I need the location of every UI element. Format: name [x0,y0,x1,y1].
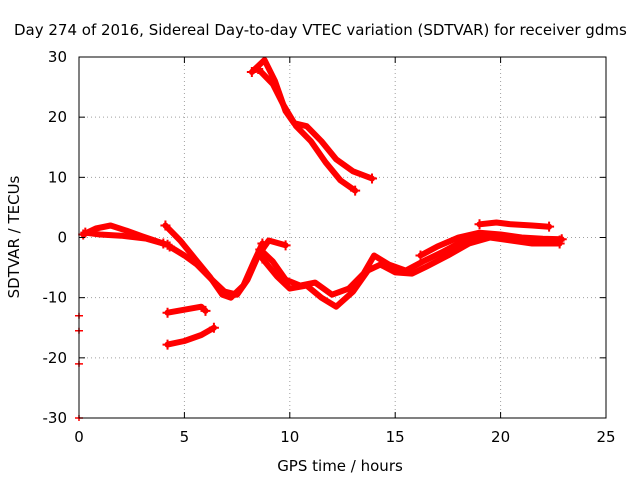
x-tick-label: 0 [74,428,84,446]
y-tick-label: 30 [48,48,67,66]
x-tick-label: 5 [180,428,190,446]
axis-ticks: 0 5 10 15 20 25 -30 -20 -10 0 10 20 30 [43,48,616,446]
chart-title: Day 274 of 2016, Sidereal Day-to-day VTE… [14,21,627,39]
data-series-track-4 [166,237,289,298]
x-axis-label: GPS time / hours [277,457,403,475]
data-series-track-7 [248,57,375,182]
data-point-track-5-end [200,305,211,316]
y-tick-label: -30 [43,409,68,427]
data-point-track-4-start [164,241,175,252]
data-point-track-12-end [556,234,567,245]
data-series-track-6 [164,324,217,348]
data-point-track-5-start [162,307,173,318]
data-point-track-11-end [544,221,555,232]
x-tick-label: 15 [386,428,405,446]
data-point-track-11-start [474,219,485,230]
data-series-track-12 [417,229,565,259]
data-point-track-3-start [160,220,171,231]
data-series-track-5 [164,303,209,316]
y-tick-label: -20 [43,349,68,367]
data-series-layer [78,57,567,350]
data-point-track-6-end [208,322,219,333]
data-series-track-10 [259,234,563,310]
data-point-track-9-start [255,244,266,255]
y-axis-label: SDTVAR / TECUs [5,175,23,298]
data-point-track-4-end [280,240,291,251]
x-tick-label: 20 [491,428,510,446]
data-point-track-8-end [350,185,361,196]
data-series-track-3 [162,222,266,301]
x-tick-label: 10 [280,428,299,446]
y-tick-label: 20 [48,108,67,126]
data-point-track-6-start [162,339,173,350]
data-series-track-8 [255,66,359,194]
data-point-track-7-start [246,67,257,78]
data-point-track-8-start [253,64,264,75]
x-tick-label: 25 [596,428,615,446]
data-point-track-2-start [80,227,91,238]
data-point-track-12-start [415,250,426,261]
data-series-track-11 [476,219,553,230]
data-point-track-10-start [257,253,268,264]
y-tick-label: -10 [43,289,68,307]
data-point-track-7-end [367,173,378,184]
y-tick-label: 10 [48,168,67,186]
y-tick-label: 0 [57,229,67,247]
data-series-track-2 [82,229,171,248]
